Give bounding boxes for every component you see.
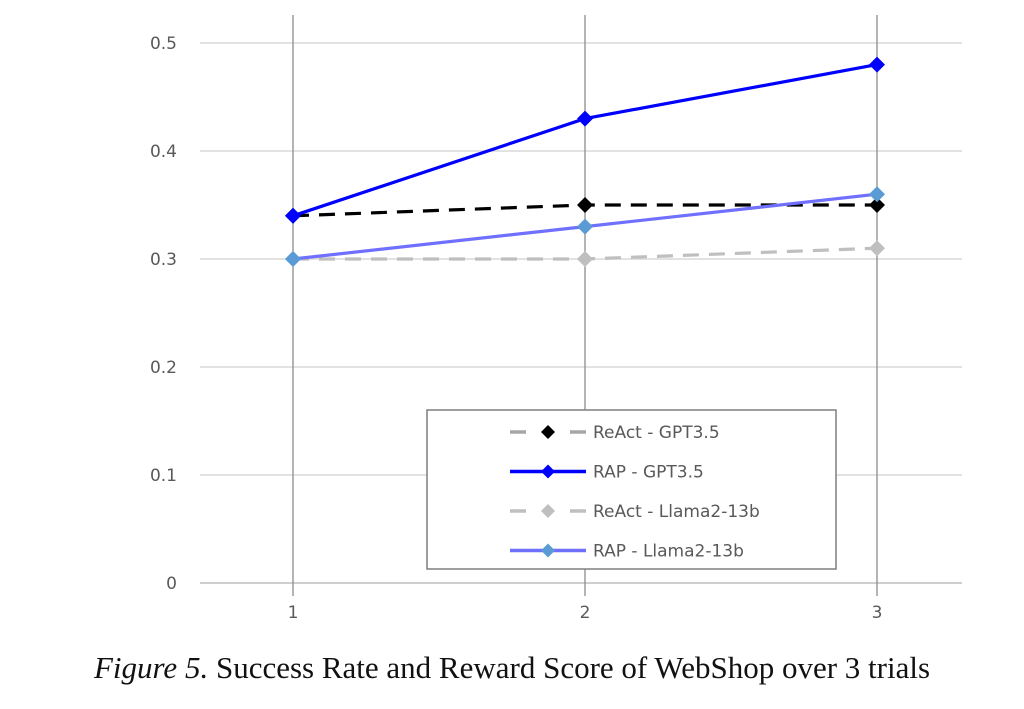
data-point-marker [577, 110, 593, 127]
legend-label: ReAct - Llama2-13b [593, 502, 760, 522]
series-rap-gpt3-5 [285, 56, 885, 224]
y-tick-label: 0.5 [150, 34, 177, 54]
x-tick-label: 1 [288, 603, 299, 623]
legend-marker [541, 464, 555, 479]
legend-marker [541, 504, 555, 518]
data-point-marker [285, 207, 301, 224]
data-point-marker [869, 56, 885, 73]
y-tick-label: 0.2 [150, 358, 177, 378]
y-tick-label: 0 [166, 574, 177, 594]
data-point-marker [869, 197, 885, 213]
y-tick-label: 0.3 [150, 250, 177, 270]
legend-marker [541, 425, 555, 439]
data-point-marker [869, 186, 885, 203]
x-tick-label: 3 [872, 603, 883, 623]
data-point-marker [285, 251, 301, 267]
y-tick-label: 0.4 [150, 142, 177, 162]
data-point-marker [577, 218, 593, 235]
legend-label: RAP - Llama2-13b [593, 542, 744, 562]
figure-caption: Figure 5. Success Rate and Reward Score … [0, 650, 1024, 686]
caption-text: Success Rate and Reward Score of WebShop… [208, 650, 931, 685]
y-tick-label: 0.1 [150, 466, 177, 486]
series-rap-llama2-13b [285, 186, 885, 267]
x-tick-label: 2 [580, 603, 591, 623]
legend-item: ReAct - GPT3.5 [510, 423, 720, 443]
legend-item: RAP - GPT3.5 [510, 463, 704, 483]
data-point-marker [869, 240, 885, 257]
legend-label: RAP - GPT3.5 [593, 463, 704, 483]
legend-box [426, 409, 837, 570]
figure-label: Figure 5. [93, 650, 209, 685]
legend: ReAct - GPT3.5 RAP - GPT3.5 ReAct - Llama2… [426, 409, 837, 570]
data-point-marker [577, 251, 593, 267]
data-point-marker [577, 197, 593, 213]
legend-label: ReAct - GPT3.5 [593, 423, 720, 443]
legend-item: ReAct - Llama2-13b [510, 502, 760, 522]
legend-item: RAP - Llama2-13b [510, 542, 744, 562]
line-chart: 0 0.1 0.2 0.3 0.4 0.5 1 2 3 ReAct - GPT3.5 RAP - G… [150, 15, 962, 623]
legend-marker [541, 543, 555, 558]
